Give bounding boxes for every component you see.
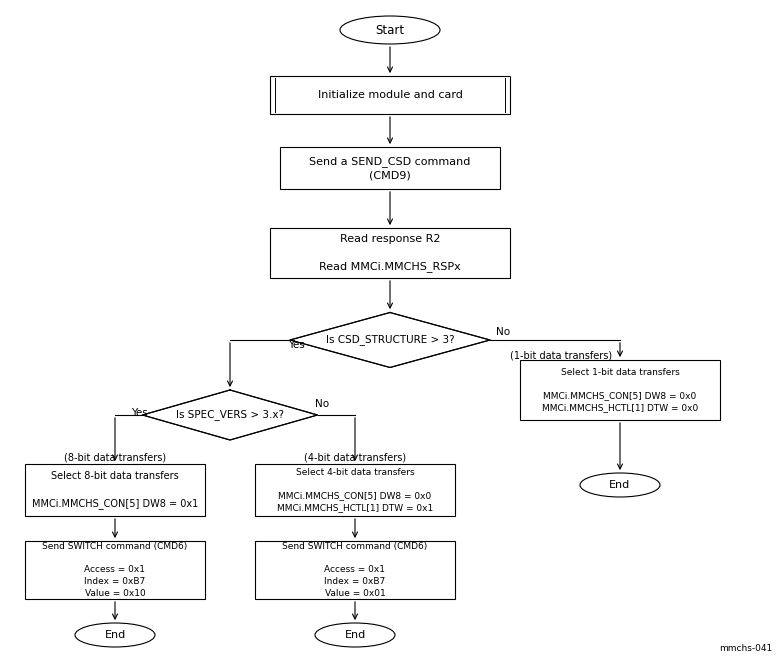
Text: End: End	[609, 480, 630, 490]
Text: Send a SEND_CSD command
(CMD9): Send a SEND_CSD command (CMD9)	[310, 156, 470, 180]
Text: No: No	[315, 399, 329, 409]
Bar	[280, 147, 500, 189]
Text: No: No	[496, 327, 510, 337]
Text: Initialize module and card: Initialize module and card	[317, 90, 463, 100]
Text: (8-bit data transfers): (8-bit data transfers)	[64, 452, 166, 462]
Bar	[25, 464, 205, 516]
Polygon shape	[290, 313, 490, 368]
Text: (4-bit data transfers): (4-bit data transfers)	[304, 452, 406, 462]
Bar	[255, 541, 455, 599]
Ellipse shape	[340, 16, 440, 44]
Bar	[270, 228, 510, 278]
Text: Select 8-bit data transfers

MMCi.MMCHS_CON[5] DW8 = 0x1: Select 8-bit data transfers MMCi.MMCHS_C…	[32, 471, 198, 509]
Ellipse shape	[580, 473, 660, 497]
Text: Send SWITCH command (CMD6)

Access = 0x1
Index = 0xB7
Value = 0x01: Send SWITCH command (CMD6) Access = 0x1 …	[282, 542, 427, 598]
Text: End: End	[105, 630, 126, 640]
Polygon shape	[143, 390, 317, 440]
Text: Read response R2

Read MMCi.MMCHS_RSPx: Read response R2 Read MMCi.MMCHS_RSPx	[319, 235, 461, 272]
Text: Is SPEC_VERS > 3.x?: Is SPEC_VERS > 3.x?	[176, 410, 284, 420]
Text: Send SWITCH command (CMD6)

Access = 0x1
Index = 0xB7
Value = 0x10: Send SWITCH command (CMD6) Access = 0x1 …	[42, 542, 188, 598]
Text: End: End	[345, 630, 366, 640]
Bar	[520, 360, 720, 420]
Text: Yes: Yes	[289, 340, 305, 350]
Bar	[25, 541, 205, 599]
Bar	[270, 76, 510, 114]
Text: Yes: Yes	[131, 408, 148, 418]
Bar	[255, 464, 455, 516]
Text: Select 1-bit data transfers

MMCi.MMCHS_CON[5] DW8 = 0x0
MMCi.MMCHS_HCTL[1] DTW : Select 1-bit data transfers MMCi.MMCHS_C…	[542, 368, 698, 412]
Text: Select 4-bit data transfers

MMCi.MMCHS_CON[5] DW8 = 0x0
MMCi.MMCHS_HCTL[1] DTW : Select 4-bit data transfers MMCi.MMCHS_C…	[277, 468, 433, 512]
Text: Start: Start	[375, 24, 405, 36]
Text: Is CSD_STRUCTURE > 3?: Is CSD_STRUCTURE > 3?	[326, 334, 454, 346]
Text: mmchs-041: mmchs-041	[718, 644, 772, 653]
Text: (1-bit data transfers): (1-bit data transfers)	[510, 350, 612, 360]
Ellipse shape	[315, 623, 395, 647]
Ellipse shape	[75, 623, 155, 647]
